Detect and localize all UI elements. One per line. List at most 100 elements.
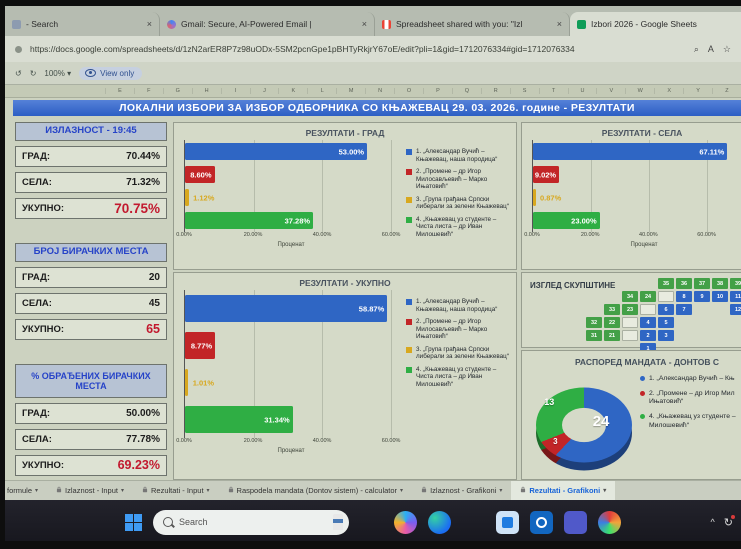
sheet-tab-6[interactable]: Rezultati - Grafikoni ▾: [511, 481, 616, 500]
stat-value: 69.23%: [117, 458, 160, 473]
sheet-tab-5[interactable]: Izlaznost - Grafikoni ▾: [412, 481, 511, 500]
tab-close-icon[interactable]: ×: [146, 19, 152, 29]
start-button[interactable]: [125, 513, 142, 531]
sheet-tab-label: Izlaznost - Input: [65, 486, 118, 495]
chart-title: РЕЗУЛТАТИ - ГРАД: [305, 128, 385, 138]
sheet-tab-menu-icon[interactable]: ▾: [206, 488, 210, 494]
zoom-search-icon[interactable]: ⌕: [693, 43, 699, 54]
mandates-panel: РАСПОРЕД МАНДАТА - ДОНТОВ С 24 3 13 1. „Ал…: [521, 350, 741, 480]
legend-text: 1. „Александар Вучић – Књажевац, наша по…: [416, 148, 498, 163]
site-info-icon[interactable]: [15, 45, 22, 53]
sheet-tab-menu-icon[interactable]: ▾: [35, 488, 39, 494]
sync-alert-icon[interactable]: ↻: [723, 514, 736, 529]
browser-tab-1[interactable]: - Search ×: [5, 12, 160, 36]
mandates-donut-chart: 24 3 13: [530, 377, 640, 477]
view-only-badge[interactable]: View only: [79, 66, 143, 80]
reader-mode-icon[interactable]: A: [707, 44, 714, 54]
sheet-tab-4[interactable]: Raspodela mandata (Dontov sistem) - calc…: [219, 481, 413, 500]
sheet-tab-menu-icon[interactable]: ▾: [603, 488, 607, 494]
column-header-J[interactable]: J: [249, 88, 279, 94]
outlook-icon[interactable]: [530, 510, 553, 534]
sheet-tab-menu-icon[interactable]: ▾: [120, 488, 124, 494]
column-header-S[interactable]: S: [509, 88, 539, 94]
tab-close-icon[interactable]: ×: [556, 19, 562, 29]
windows-taskbar: Search ^ ↻: [5, 500, 741, 541]
column-header-X[interactable]: X: [654, 88, 683, 94]
column-header-Z[interactable]: Z: [712, 88, 741, 94]
column-header-W[interactable]: W: [625, 88, 654, 94]
sheet-tab-menu-icon[interactable]: ▾: [499, 488, 503, 494]
stat-value: 70.44%: [126, 150, 160, 162]
x-axis-label: Проценат: [277, 448, 305, 454]
lock-icon: [56, 486, 62, 495]
bar-list-1: 53.00%: [185, 143, 368, 160]
assembly-title: ИЗГЛЕД СКУПШТИНЕ: [530, 281, 616, 290]
seat-1: 1: [640, 343, 656, 354]
browser-tab-2[interactable]: Gmail: Secure, AI-Powered Email | ×: [160, 12, 375, 36]
sheets-favicon: [577, 19, 586, 29]
column-header-P[interactable]: P: [422, 88, 452, 94]
column-header-E[interactable]: E: [105, 88, 134, 94]
file-explorer-icon[interactable]: [462, 511, 485, 534]
redo-icon[interactable]: ↻: [29, 68, 37, 78]
sheet-tab-2[interactable]: Izlaznost - Input ▾: [47, 481, 133, 500]
column-header-T[interactable]: T: [538, 88, 568, 94]
column-header-R[interactable]: R: [480, 88, 510, 94]
sheet-tab-3[interactable]: Rezultati - Input ▾: [133, 481, 219, 500]
column-header-O[interactable]: O: [394, 88, 423, 94]
x-tick-label: 20.00%: [243, 438, 263, 444]
store-icon[interactable]: [496, 510, 519, 534]
tab-close-icon[interactable]: ×: [361, 19, 367, 29]
seat-7: 7: [676, 304, 692, 315]
seat-23: 23: [622, 304, 638, 315]
taskbar-search-box[interactable]: Search: [153, 509, 349, 535]
teams-icon[interactable]: [564, 510, 587, 534]
column-header-L[interactable]: L: [307, 88, 336, 94]
column-header-Q[interactable]: Q: [451, 88, 481, 94]
browser-tab-3[interactable]: Spreadsheet shared with you: "Izl ×: [375, 12, 570, 36]
photos-icon[interactable]: [598, 510, 621, 534]
column-header-H[interactable]: H: [191, 88, 221, 94]
browser-tab-4[interactable]: Izbori 2026 - Google Sheets×: [570, 12, 741, 36]
column-header-F[interactable]: F: [133, 88, 163, 94]
legend-item: 2. „Промене – др Игор Милосављевић – Мар…: [406, 168, 510, 191]
gridline: [253, 290, 255, 438]
bookmark-star-icon[interactable]: ☆: [722, 43, 731, 54]
lock-icon: [142, 486, 148, 495]
column-header-M[interactable]: M: [336, 88, 365, 94]
tray-chevron-up-icon[interactable]: ^: [710, 517, 715, 527]
x-tick-label: 0.00%: [524, 232, 540, 238]
x-tick-label: 20.00%: [580, 232, 600, 238]
legend-item: 3. „Група грађана Српски либерали за зел…: [406, 196, 510, 211]
bar-list-4: 31.34%: [185, 406, 293, 433]
monitor-screen: - Search × Gmail: Secure, AI-Powered Email…: [5, 6, 741, 541]
column-header-U[interactable]: U: [567, 88, 597, 94]
legend-marker: [406, 319, 412, 326]
task-view-icon[interactable]: [360, 511, 383, 534]
column-header-V[interactable]: V: [596, 88, 625, 94]
column-header-I[interactable]: I: [220, 88, 250, 94]
x-tick-label: 60.00%: [381, 438, 401, 444]
chart-panel-sela: РЕЗУЛТАТИ - СЕЛА 67.11% 9.02% 0.87% 23.00% 0.…: [521, 122, 741, 270]
donut-body: [536, 387, 632, 463]
zoom-level-select[interactable]: 100% ▾: [44, 68, 72, 78]
legend-text: 2. „Промене – др Игор Мил Ињатовић“: [649, 390, 735, 406]
mandates-legend-item: 1. „Александар Вучић – Књ: [640, 375, 741, 383]
url-text[interactable]: https://docs.google.com/spreadsheets/d/1…: [30, 44, 575, 54]
sheet-tab-menu-icon[interactable]: ▾: [400, 488, 404, 494]
copilot-icon[interactable]: [394, 510, 417, 534]
column-header-Y[interactable]: Y: [683, 88, 712, 94]
sheet-tab-1[interactable]: formule ▾: [5, 481, 47, 500]
undo-icon[interactable]: ↺: [15, 68, 22, 78]
spreadsheet-canvas[interactable]: ЛОКАЛНИ ИЗБОРИ ЗА ИЗБОР ОДБОРНИКА СО КЊА…: [5, 98, 741, 480]
edge-icon[interactable]: [428, 510, 451, 534]
x-axis-label: Проценат: [630, 242, 658, 248]
column-header-N[interactable]: N: [365, 88, 394, 94]
sheet-tab-label: Izlaznost - Grafikoni: [430, 486, 497, 495]
legend-marker: [406, 366, 412, 373]
column-header-K[interactable]: K: [278, 88, 307, 94]
legend-text: 3. „Група грађана Српски либерали за зел…: [416, 195, 509, 211]
column-header-G[interactable]: G: [162, 88, 192, 94]
x-tick-label: 60.00%: [697, 232, 716, 238]
